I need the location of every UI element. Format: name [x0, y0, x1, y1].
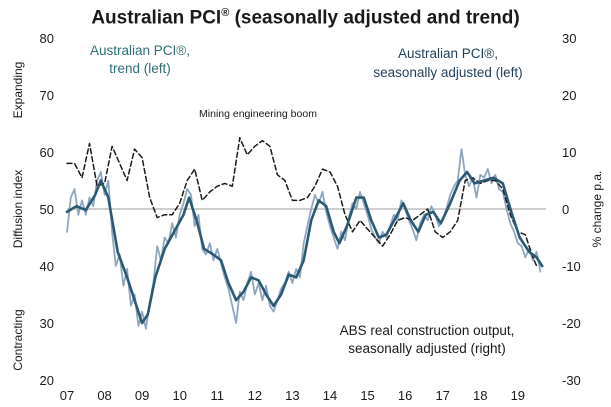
- y-right-tick-label: 10: [562, 145, 576, 160]
- y-left-tick-label: 30: [40, 316, 54, 331]
- x-tick-label: 07: [60, 388, 74, 403]
- x-tick-label: 11: [211, 388, 225, 403]
- y-left-tick-label: 20: [40, 373, 54, 388]
- y-left-tick-label: 40: [40, 259, 54, 274]
- chart-title-mark: ®: [221, 7, 230, 19]
- y-left-axis-title: Diffusion index: [11, 170, 25, 249]
- x-tick-label: 10: [172, 388, 186, 403]
- y-left-tick-label: 60: [40, 145, 54, 160]
- chart-title-text: Australian PCI: [91, 7, 222, 29]
- x-tick-label: 12: [248, 388, 262, 403]
- x-tick-label: 15: [360, 388, 374, 403]
- construction-output-line: [66, 137, 538, 267]
- axes-layer: 20 30 40 50 60 70 80 -30 -20 -10 0 10 20 30 07 08 09 10 11…: [11, 31, 604, 403]
- y-left-tick-label: 70: [40, 88, 54, 103]
- trend-label-line1: Australian PCI®,: [90, 43, 190, 58]
- y-right-tick-label: 30: [562, 31, 576, 46]
- x-tick-label: 13: [285, 388, 299, 403]
- y-right-tick-label: -30: [562, 373, 581, 388]
- x-tick-label: 09: [135, 388, 149, 403]
- trend-series-line: [65, 170, 544, 325]
- trend-label-line2: trend (left): [109, 61, 171, 76]
- x-tick-label: 19: [511, 388, 525, 403]
- series-layer: [65, 137, 544, 330]
- x-tick-label: 08: [97, 388, 111, 403]
- sa-series-line: [66, 148, 542, 330]
- annotation-layer: Australian PCI®, trend (left) Australian P…: [90, 43, 523, 356]
- output-label-line2: seasonally adjusted (right): [348, 341, 506, 356]
- x-tick-label: 14: [323, 388, 337, 403]
- y-right-axis-title: % change p.a.: [590, 171, 604, 248]
- x-tick-label: 17: [435, 388, 449, 403]
- y-left-tick-label: 80: [40, 31, 54, 46]
- y-right-tick-label: 20: [562, 88, 576, 103]
- y-right-tick-label: -10: [562, 259, 581, 274]
- y-left-tick-label: 50: [40, 202, 54, 217]
- chart-title: Australian PCI® (seasonally adjusted and…: [0, 0, 611, 31]
- output-label-line1: ABS real construction output,: [340, 323, 515, 338]
- boom-label: Mining engineering boom: [199, 108, 317, 120]
- sa-label-line2: seasonally adjusted (left): [373, 65, 522, 80]
- chart-title-suffix: (seasonally adjusted and trend): [229, 7, 520, 29]
- y-right-tick-label: -20: [562, 316, 581, 331]
- x-tick-label: 18: [473, 388, 487, 403]
- sa-label-line1: Australian PCI®,: [398, 46, 498, 61]
- contracting-label: Contracting: [11, 309, 25, 370]
- expanding-label: Expanding: [11, 62, 25, 119]
- x-tick-label: 16: [398, 388, 412, 403]
- y-right-tick-label: 0: [562, 202, 569, 217]
